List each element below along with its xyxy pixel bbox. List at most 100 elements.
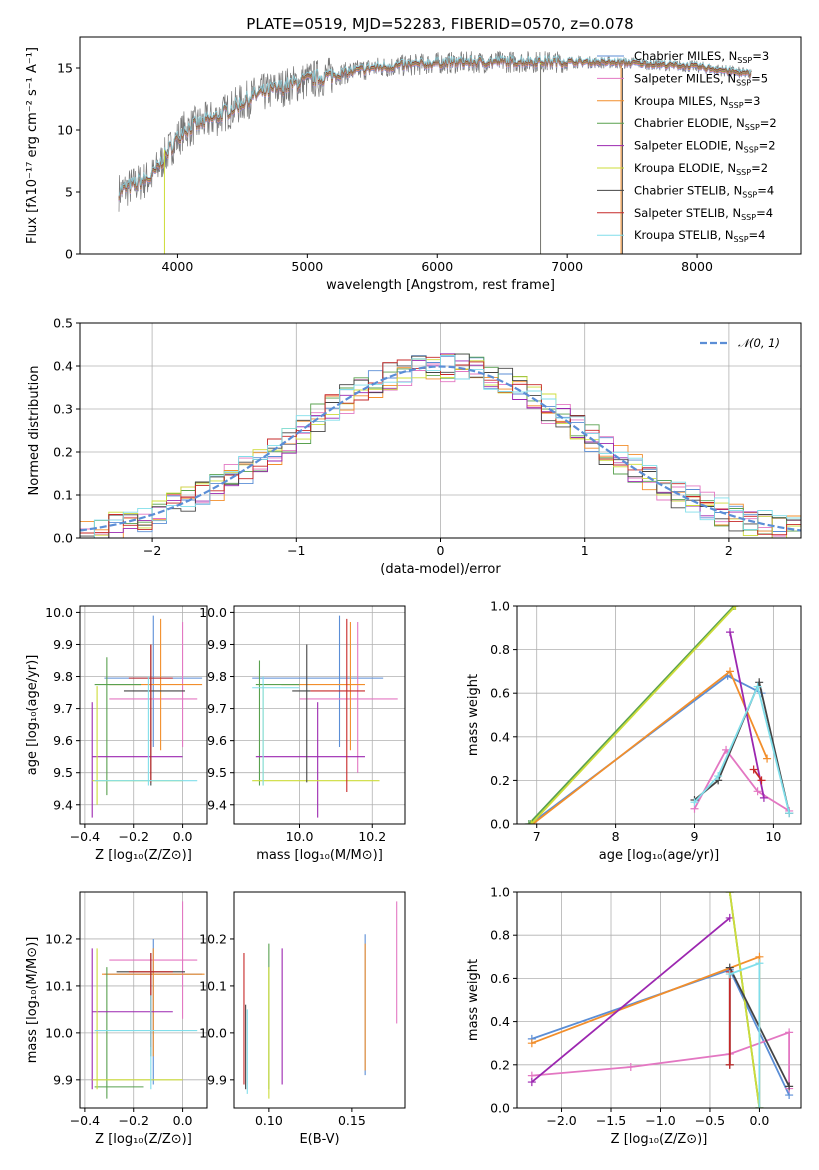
x-axis-label: age [log₁₀(age/yr)] <box>599 848 720 863</box>
weight-series-line <box>693 683 791 814</box>
weight-series-marker <box>753 787 762 796</box>
y-tick-label: 9.5 <box>207 765 227 780</box>
plot-area-age-vs-mass <box>252 615 398 818</box>
y-tick-label: 9.6 <box>53 733 73 748</box>
weight-series-line <box>728 892 761 1108</box>
weight-series <box>725 892 764 1108</box>
weight-series-marker <box>725 970 734 979</box>
legend-entry-sub: SSP <box>742 190 757 199</box>
legend-entry: Kroupa ELODIE, NSSP=2 <box>634 161 768 177</box>
y-tick-label: 9.9 <box>53 1072 73 1087</box>
weight-series-marker <box>726 667 734 676</box>
legend-entry-sub: SSP <box>736 78 751 87</box>
y-tick-label: 0.2 <box>490 773 510 788</box>
weight-series-marker <box>527 1078 536 1087</box>
y-tick-label: 10.0 <box>199 605 227 620</box>
y-axis-label: mass weight <box>466 674 481 756</box>
reference-normal-curve <box>80 365 801 532</box>
weight-series-line <box>752 768 763 781</box>
model-spectrum-line <box>118 55 752 198</box>
y-tick-label: 0.6 <box>490 686 510 701</box>
y-tick-label: 0.8 <box>490 642 510 657</box>
weight-series-marker <box>785 1082 794 1091</box>
y-tick-label: 0.1 <box>53 488 73 503</box>
weight-series-line <box>530 606 737 824</box>
y-tick-label: 10.0 <box>45 605 73 620</box>
panel-weight-vs-Z: −2.0 −1.5 −1.0 −0.5 0.0 0.0 0.2 0.4 0.6 0.8 1.0 Z [… <box>466 885 802 1147</box>
errorbar-point <box>255 702 365 818</box>
panel-spectrum: 4000 5000 6000 7000 8000 0 5 10 15 wavelength [An… <box>25 36 802 293</box>
y-axis-label: Flux [fλ10⁻¹⁷ erg cm⁻² s⁻¹ A⁻¹] <box>25 47 40 244</box>
weight-series-marker <box>755 678 764 687</box>
legend-entry-count: =2 <box>759 139 776 153</box>
x-tick-label: −1.5 <box>596 1113 626 1128</box>
y-tick-label: 0.8 <box>490 928 510 943</box>
y-tick-label: 10.1 <box>199 978 227 993</box>
axes-frame <box>516 891 802 1109</box>
legend-entry-sub: SSP <box>745 123 760 132</box>
x-tick-label: −2 <box>143 543 161 558</box>
errorbar-point <box>128 644 173 783</box>
weight-series-marker <box>725 913 734 922</box>
x-axis-label: Z [log₁₀(Z/Z⊙)] <box>611 1132 708 1147</box>
reference-legend-label: 𝒩(0, 1) <box>738 336 780 350</box>
errorbar-point <box>252 615 384 748</box>
figure-title: PLATE=0519, MJD=52283, FIBERID=0570, z=0… <box>246 15 633 33</box>
weight-series-marker <box>690 798 699 807</box>
y-tick-label: 9.4 <box>53 797 73 812</box>
legend-entry-count: =2 <box>760 116 777 130</box>
panel-weight-vs-age: 7 8 9 10 0.0 0.2 0.4 0.6 0.8 1.0 age [log₁₀(age/yr… <box>466 599 802 863</box>
y-tick-label: 0.2 <box>53 445 73 460</box>
y-tick-label: 0.4 <box>490 729 510 744</box>
axes-frame <box>79 36 802 255</box>
panel-residuals: −2 −1 0 1 2 0.0 0.1 0.2 0.3 0.4 0.5 (data-model)/er… <box>27 316 802 577</box>
y-tick-label: 0.4 <box>490 1014 510 1029</box>
x-tick-label: 0.0 <box>173 829 193 844</box>
errorbar-point <box>104 615 203 748</box>
residual-histogram <box>80 355 801 538</box>
errorbar-point <box>94 676 198 786</box>
y-tick-label: 1.0 <box>490 885 510 900</box>
weight-series-marker <box>753 682 762 691</box>
x-axis-label: wavelength [Angstrom, rest frame] <box>326 278 555 293</box>
weight-series-line <box>531 917 731 1083</box>
weight-series-marker <box>527 1039 536 1048</box>
x-tick-label: −1.0 <box>645 1113 675 1128</box>
x-tick-label: 10 <box>765 829 781 844</box>
x-tick-label: 0.10 <box>255 1113 283 1128</box>
legend-entry: Chabrier ELODIE, NSSP=2 <box>634 116 777 132</box>
x-tick-label: −2.0 <box>546 1113 576 1128</box>
errorbar-point <box>123 644 186 786</box>
axes-frame <box>79 891 208 1109</box>
weight-series <box>527 952 764 1108</box>
weight-series-marker <box>731 606 740 610</box>
legend-entry-sub: SSP <box>741 213 756 222</box>
x-axis-label: mass [log₁₀(M/M⊙)] <box>256 848 383 863</box>
weight-series-marker <box>749 765 758 774</box>
weight-series <box>527 606 740 824</box>
y-tick-label: 0 <box>65 247 73 262</box>
y-tick-label: 9.7 <box>53 701 73 716</box>
plot-area-weight-vs-age <box>524 606 794 824</box>
x-tick-label: 5000 <box>291 259 323 274</box>
weight-series <box>726 628 768 802</box>
plot-area-mass-vs-Z <box>91 901 205 1099</box>
weight-series-line <box>528 606 735 824</box>
y-tick-label: 10.0 <box>45 1025 73 1040</box>
axes-frame <box>516 605 802 825</box>
errorbar-point <box>92 948 183 1090</box>
x-tick-label: −0.2 <box>119 1113 149 1128</box>
x-axis-label: Z [log₁₀(Z/Z⊙)] <box>95 848 192 863</box>
y-tick-label: 0.5 <box>53 316 73 331</box>
weight-series <box>528 667 772 824</box>
plot-area-weight-vs-Z <box>527 892 794 1108</box>
x-tick-label: 8000 <box>681 259 713 274</box>
weight-series-marker <box>714 772 723 781</box>
y-tick-label: 9.8 <box>53 669 73 684</box>
weight-series <box>527 913 734 1087</box>
legend-entry-sub: SSP <box>744 146 759 155</box>
y-tick-label: 0.3 <box>53 402 73 417</box>
x-tick-label: 9 <box>691 829 699 844</box>
weight-series-line <box>729 632 765 798</box>
